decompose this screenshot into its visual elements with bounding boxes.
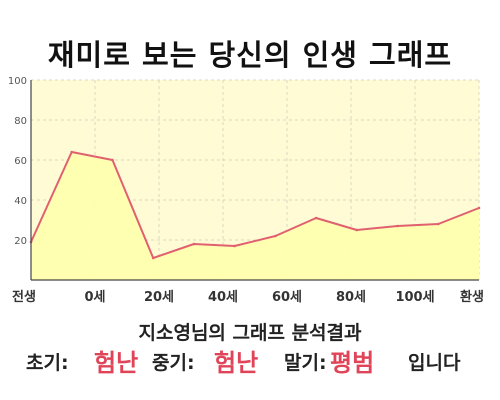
late-value: 평범 bbox=[330, 349, 375, 377]
x-tick-labels: 전생 0세 20세 40세 60세 80세 100세 환생 bbox=[12, 289, 484, 305]
x-tick-label: 20세 bbox=[144, 290, 174, 305]
chart-title: 재미로 보는 당신의 인생 그래프 bbox=[47, 38, 453, 72]
y-tick-label: 20 bbox=[14, 236, 27, 247]
data-point bbox=[314, 216, 318, 220]
early-label: 초기: bbox=[26, 352, 69, 374]
series-line bbox=[30, 151, 480, 259]
data-point bbox=[396, 224, 399, 228]
mid-value: 험난 bbox=[214, 349, 259, 377]
result-summary: 초기: 험난 중기: 험난 말기: 평범 입니다 bbox=[26, 345, 486, 385]
x-tick-label: 80세 bbox=[336, 290, 366, 305]
x-tick-label: 0세 bbox=[84, 290, 105, 305]
data-point bbox=[111, 158, 114, 162]
y-tick-label: 40 bbox=[14, 196, 27, 207]
result-suffix: 입니다 bbox=[408, 352, 461, 374]
area-fill bbox=[31, 152, 479, 280]
late-label: 말기: bbox=[284, 352, 327, 374]
mid-label: 중기: bbox=[152, 352, 195, 374]
data-points bbox=[29, 150, 481, 260]
y-tick-label: 80 bbox=[14, 116, 27, 127]
y-tick-labels: 20 40 60 80 100 bbox=[8, 76, 27, 247]
x-tick-label: 환생 bbox=[460, 289, 484, 305]
x-tick-label: 전생 bbox=[12, 289, 36, 305]
data-point bbox=[70, 150, 73, 154]
early-value: 험난 bbox=[94, 349, 139, 377]
data-point bbox=[437, 222, 440, 226]
data-point bbox=[192, 242, 196, 246]
x-tick-label: 100세 bbox=[395, 290, 434, 305]
x-tick-label: 40세 bbox=[208, 290, 238, 305]
data-point bbox=[233, 244, 236, 248]
data-point bbox=[477, 206, 481, 210]
y-tick-label: 60 bbox=[14, 156, 27, 167]
x-tick-label: 60세 bbox=[272, 290, 302, 305]
chart-area: 20 40 60 80 100 전생 0세 20세 40세 60세 80세 100세 환생 bbox=[8, 76, 484, 305]
life-graph-chart: 20 40 60 80 100 전생 0세 20세 40세 60세 80세 100세 환생 bbox=[8, 76, 484, 305]
data-point bbox=[274, 234, 277, 238]
y-tick-label: 100 bbox=[8, 76, 27, 87]
result-heading: 지소영님의 그래프 분석결과 bbox=[138, 322, 362, 344]
data-point bbox=[151, 256, 155, 260]
data-point bbox=[355, 228, 359, 232]
